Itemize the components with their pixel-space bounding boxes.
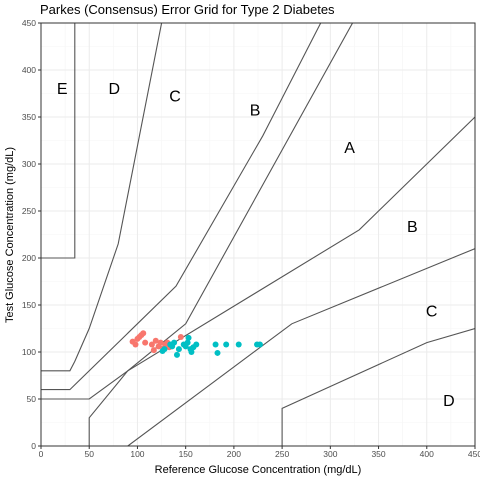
y-tick-label: 0: [31, 441, 36, 451]
zone-label-b: B: [407, 219, 418, 236]
zone-boundary-line: [281, 327, 475, 446]
x-tick-label: 400: [420, 449, 434, 459]
x-axis-ticks: 0 50 100 150 200 250 300 350 400 450: [39, 446, 480, 459]
zone-boundary-line: [127, 248, 475, 446]
data-point: [185, 334, 192, 341]
plot-panel-border: [40, 22, 476, 447]
y-tick-label: 100: [22, 347, 36, 357]
y-axis-title: Test Glucose Concentration (mg/dL): [4, 147, 16, 323]
zone-label-d: D: [443, 393, 455, 410]
y-tick-label: 200: [22, 253, 36, 263]
zone-boundary-line: [41, 23, 76, 259]
y-tick-label: 350: [22, 112, 36, 122]
data-point: [175, 346, 182, 353]
data-point: [184, 339, 191, 346]
zone-label-b: B: [250, 102, 261, 119]
x-tick-label: 250: [275, 449, 289, 459]
y-tick-label: 400: [22, 65, 36, 75]
data-point: [173, 351, 180, 358]
data-point: [157, 339, 164, 346]
data-point: [148, 341, 155, 348]
data-point: [212, 341, 219, 348]
zone-boundary-line: [41, 23, 322, 391]
zone-label-e: E: [57, 81, 68, 98]
zone-boundary-line: [88, 23, 354, 446]
x-axis-title: Reference Glucose Concentration (mg/dL): [155, 464, 362, 476]
zone-boundaries: [41, 23, 475, 446]
zone-labels: E D C B A B C D: [57, 81, 455, 410]
data-point: [142, 339, 149, 346]
data-point: [132, 341, 139, 348]
y-tick-label: 150: [22, 300, 36, 310]
zone-label-d: D: [109, 81, 121, 98]
x-tick-label: 300: [323, 449, 337, 459]
y-tick-label: 450: [22, 18, 36, 28]
x-tick-label: 50: [84, 449, 94, 459]
x-tick-label: 100: [130, 449, 144, 459]
data-point: [214, 349, 221, 356]
x-tick-label: 200: [227, 449, 241, 459]
x-tick-label: 0: [39, 449, 44, 459]
data-point: [193, 341, 200, 348]
data-points: [129, 330, 263, 358]
data-point: [152, 337, 159, 344]
data-point: [140, 330, 147, 337]
data-point: [188, 349, 195, 355]
data-point: [256, 341, 263, 348]
zone-label-a: A: [344, 140, 355, 157]
zone-label-c: C: [426, 304, 438, 321]
y-axis-ticks: 0 50 100 150 200 250 300 350 400 450: [22, 18, 41, 451]
x-tick-label: 450: [468, 449, 480, 459]
y-tick-label: 50: [27, 394, 37, 404]
x-tick-label: 350: [371, 449, 385, 459]
zone-label-c: C: [169, 88, 181, 105]
y-tick-label: 300: [22, 159, 36, 169]
y-tick-label: 250: [22, 206, 36, 216]
x-tick-label: 150: [179, 449, 193, 459]
data-point: [171, 339, 178, 346]
chart-title: Parkes (Consensus) Error Grid for Type 2…: [40, 2, 335, 17]
data-point: [177, 333, 184, 340]
data-point: [223, 341, 230, 348]
data-point: [235, 341, 242, 348]
data-point: [161, 346, 168, 353]
data-point: [150, 347, 157, 354]
zone-boundary-line: [41, 23, 163, 372]
